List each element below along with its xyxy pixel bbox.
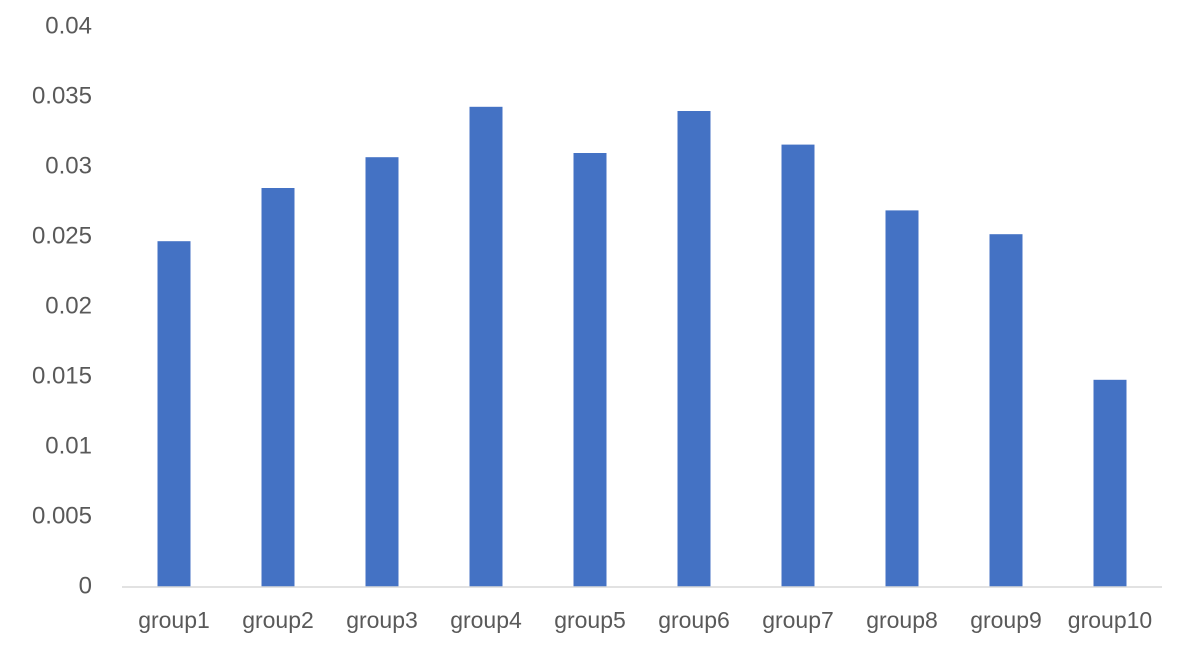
x-tick-label: group2 [242,607,314,633]
bar-group1 [157,241,191,587]
bar-group9 [989,234,1023,587]
x-tick-label: group1 [138,607,210,633]
x-tick-label: group3 [346,607,418,633]
bar-group6 [677,111,711,587]
y-axis: 0 0.005 0.01 0.015 0.02 0.025 0.03 0.035 0.04 [32,12,92,599]
x-tick-label: group5 [554,607,626,633]
bar-group8 [885,210,919,587]
y-tick-label: 0.015 [32,362,92,389]
x-tick-label: group7 [762,607,834,633]
x-tick-label: group10 [1068,607,1152,633]
y-tick-label: 0.01 [45,432,92,459]
bar-group10 [1093,379,1127,587]
y-tick-label: 0.04 [45,12,92,39]
bar-series [157,106,1127,588]
x-tick-label: group6 [658,607,730,633]
x-tick-label: group8 [866,607,938,633]
y-tick-label: 0 [79,572,92,599]
y-tick-label: 0.025 [32,222,92,249]
y-tick-label: 0.005 [32,502,92,529]
x-tick-label: group4 [450,607,522,633]
bar-group7 [781,144,815,587]
bar-group5 [573,153,607,587]
bar-group2 [261,188,295,587]
bar-group3 [365,157,399,587]
y-tick-label: 0.03 [45,152,92,179]
x-axis: group1 group2 group3 group4 group5 group6 grou… [138,607,1152,633]
y-tick-label: 0.02 [45,292,92,319]
y-tick-label: 0.035 [32,82,92,109]
x-tick-label: group9 [970,607,1042,633]
bar-group4 [469,106,503,588]
